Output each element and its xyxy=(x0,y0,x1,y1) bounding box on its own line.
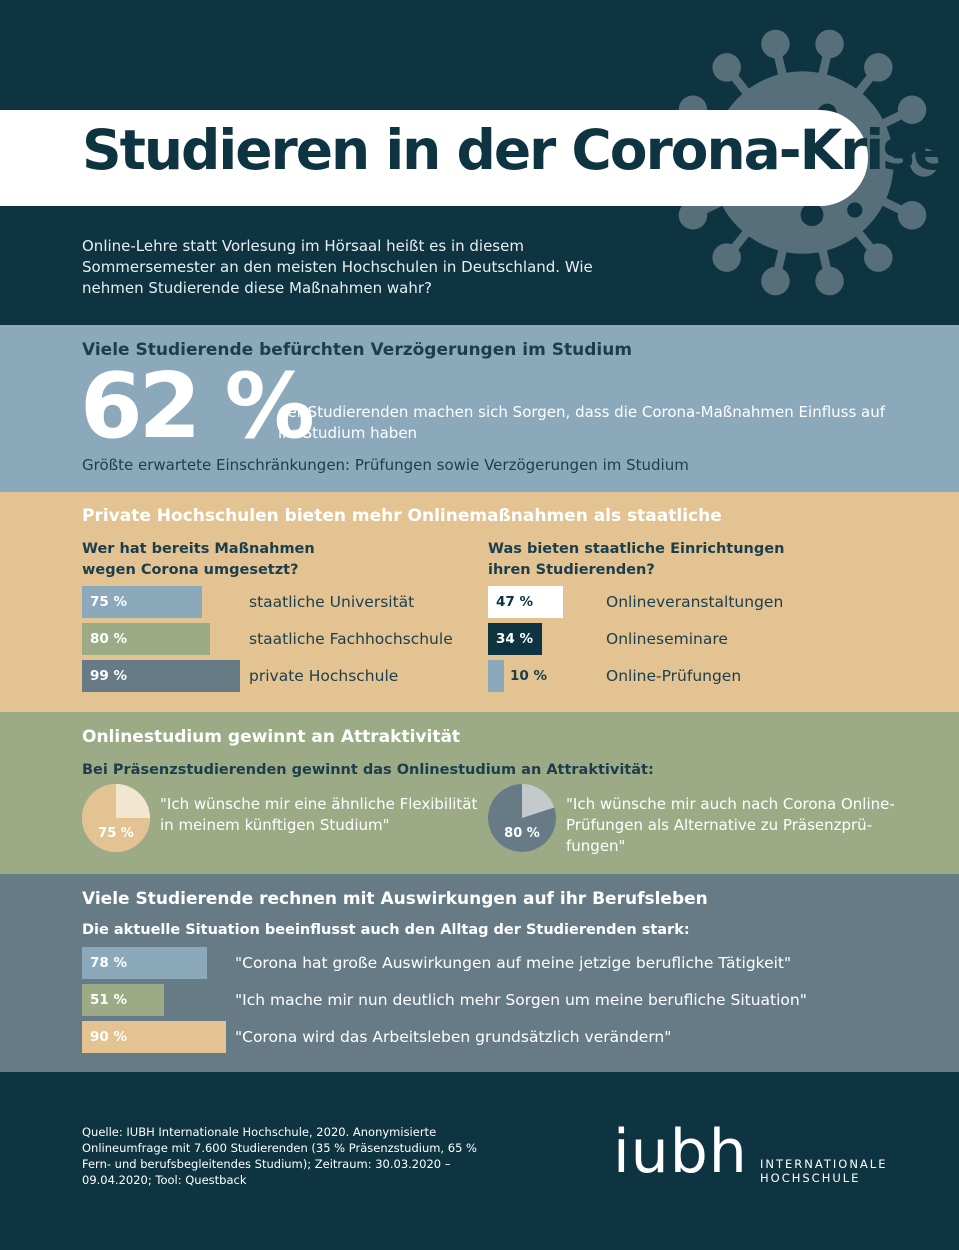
right-question: Was bieten staatliche Einrichtungen ihre… xyxy=(488,541,785,578)
big-percentage: 62 % xyxy=(80,354,315,459)
section-heading: Onlinestudium gewinnt an Attraktivität xyxy=(82,727,461,747)
section-delays: Viele Studierende befürchten Verzögerung… xyxy=(0,325,959,492)
bar-value-label: 90 % xyxy=(90,1029,128,1045)
bar-category-label: private Hochschule xyxy=(249,667,399,685)
bar xyxy=(82,947,207,979)
virus-spike-head xyxy=(815,29,844,59)
section-heading: Viele Studierende rechnen mit Auswirkung… xyxy=(82,889,708,909)
section-heading: Viele Studierende befürchten Verzögerung… xyxy=(82,340,633,360)
section-attractiveness: Onlinestudium gewinnt an Attraktivität B… xyxy=(0,712,959,874)
pie-chart: 80 % xyxy=(488,784,556,852)
virus-spike-head xyxy=(897,201,927,230)
pie-slice xyxy=(488,784,556,852)
virus-spike-head xyxy=(712,53,741,82)
bar-value-label: 10 % xyxy=(510,668,548,684)
bar-category-label: Onlineseminare xyxy=(606,630,728,648)
footer: Quelle: IUBH Internationale Hochschule, … xyxy=(0,1072,959,1250)
bar xyxy=(82,660,240,692)
bar xyxy=(488,623,542,655)
pie-value-label: 75 % xyxy=(98,826,134,841)
title-band xyxy=(0,110,868,206)
virus-spike-head xyxy=(815,266,844,296)
bar-value-label: 75 % xyxy=(90,594,128,610)
percentage-description: der Studierenden machen sich Sorgen, das… xyxy=(278,403,886,442)
bar xyxy=(488,660,504,692)
pie-chart: 75 % xyxy=(82,784,150,852)
page-title: Studieren in der Corona-Krise xyxy=(82,118,950,182)
section-career: Viele Studierende rechnen mit Auswirkung… xyxy=(0,874,959,1072)
bar xyxy=(488,586,563,618)
intro-text: Online-Lehre statt Vorlesung im Hörsaal … xyxy=(82,237,593,297)
virus-spike-head xyxy=(864,243,893,272)
logo-subtitle: INTERNATIONALE HOCHSCHULE xyxy=(760,1157,888,1185)
bar-value-label: 47 % xyxy=(496,594,534,610)
bar-category-label: "Corona wird das Arbeitsleben grundsätzl… xyxy=(235,1028,672,1046)
bar-category-label: "Ich mache mir nun deutlich mehr Sorgen … xyxy=(235,991,807,1009)
bar-category-label: staatliche Fachhochschule xyxy=(249,630,453,648)
bar-value-label: 78 % xyxy=(90,955,128,971)
bar xyxy=(82,984,164,1016)
section-heading: Private Hochschulen bieten mehr Onlinema… xyxy=(82,506,722,526)
pie-quote: "Ich wünsche mir eine ähnliche Flexibili… xyxy=(160,795,478,834)
bar-value-label: 99 % xyxy=(90,668,128,684)
bar-category-label: Online-Prüfungen xyxy=(606,667,742,685)
bar-category-label: staatliche Universität xyxy=(249,593,415,611)
left-question: Wer hat bereits Maßnahmen wegen Corona u… xyxy=(82,541,315,578)
virus-spike-head xyxy=(712,243,741,272)
pie-slice xyxy=(82,784,150,852)
virus-spike-head xyxy=(909,148,939,177)
virus-spike-head xyxy=(678,201,708,230)
bar-value-label: 51 % xyxy=(90,992,128,1008)
iubh-logo: iubh xyxy=(613,1117,748,1187)
bar xyxy=(82,586,202,618)
virus-spike-head xyxy=(897,95,927,124)
section-subtext: Bei Präsenzstudierenden gewinnt das Onli… xyxy=(82,762,654,778)
virus-spike-head xyxy=(761,266,790,296)
bar xyxy=(82,1021,226,1053)
virus-spike-head xyxy=(864,53,893,82)
pie-value-label: 80 % xyxy=(504,826,540,841)
section-online-measures: Private Hochschulen bieten mehr Onlinema… xyxy=(0,492,959,712)
bar-value-label: 34 % xyxy=(496,631,534,647)
source-note: Quelle: IUBH Internationale Hochschule, … xyxy=(82,1125,477,1187)
section-subtext: Die aktuelle Situation beeinflusst auch … xyxy=(82,922,690,938)
pie-quote: "Ich wünsche mir auch nach Corona Online… xyxy=(566,795,895,855)
virus-spike-head xyxy=(761,29,790,59)
section-subtext: Größte erwartete Einschränkungen: Prüfun… xyxy=(82,456,689,474)
bar-value-label: 80 % xyxy=(90,631,128,647)
bar xyxy=(82,623,210,655)
header: Studieren in der Corona-Krise Online-Leh… xyxy=(0,0,959,325)
bar-category-label: Onlineveranstaltungen xyxy=(606,593,784,611)
bar-category-label: "Corona hat große Auswirkungen auf meine… xyxy=(235,954,792,972)
